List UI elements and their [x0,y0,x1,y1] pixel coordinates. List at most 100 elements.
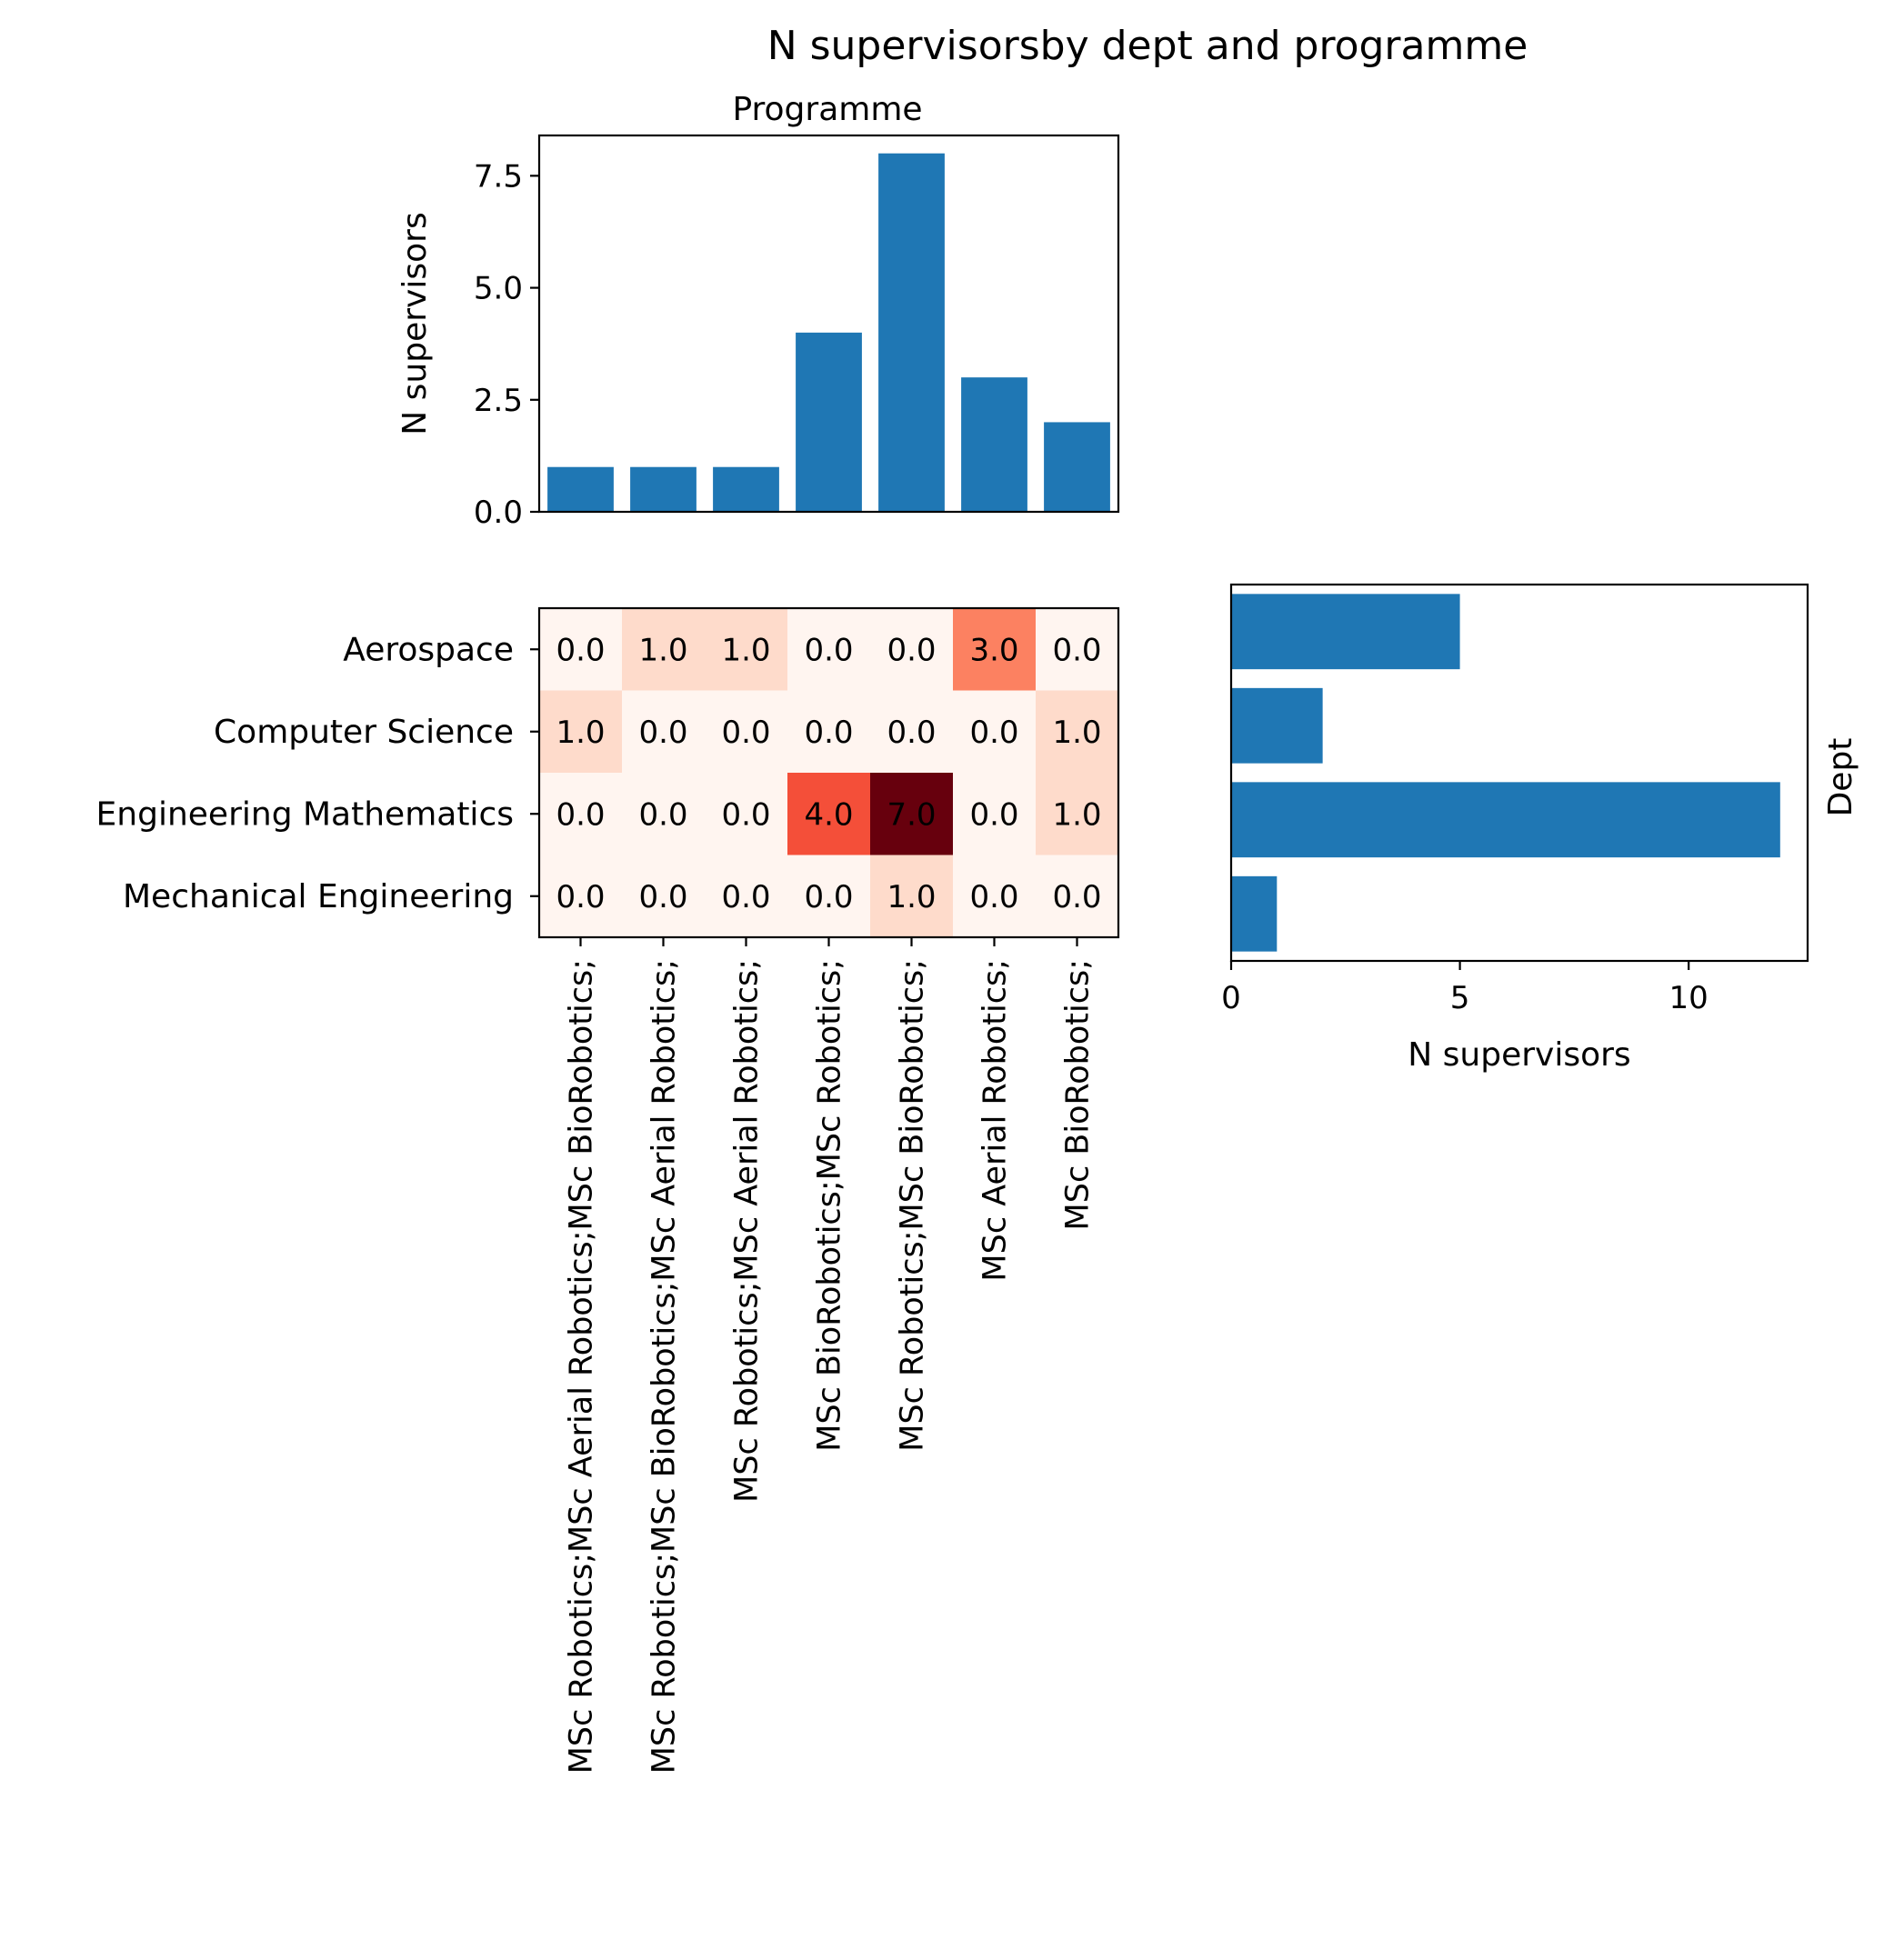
heatmap-cell [787,773,871,855]
heatmap-cell [705,855,788,938]
heatmap-cell [870,855,954,938]
heatmap-cell-label: 0.0 [556,796,605,833]
dept-row-label: Engineering Mathematics [96,795,514,833]
heatmap-cell-label: 4.0 [804,796,853,833]
heatmap-cell-label: 0.0 [969,879,1018,915]
programme-bars [547,153,1110,512]
heatmap-cell-label: 0.0 [1052,632,1101,668]
dept-bar [1231,875,1278,952]
programme-y-ticks: 0.0 2.5 5.0 7.5 [474,158,539,531]
dept-row-label: Computer Science [214,714,514,751]
heatmap-cell [1036,773,1119,855]
heatmap-cell-label: 0.0 [556,632,605,668]
dept-bars [1231,594,1780,952]
heatmap-cell-label: 0.0 [638,715,687,751]
heatmap-cell [953,608,1037,691]
programme-column-label: MSc Robotics;MSc BioRobotics;MSc Aerial … [646,959,683,1774]
dept-row-label: Mechanical Engineering [123,878,514,915]
y-tick-label: 7.5 [474,158,523,195]
heatmap-cell [539,855,623,938]
programme-bar [547,466,614,512]
heatmap-cell-label: 0.0 [721,879,770,915]
heatmap-cell-label: 1.0 [638,632,687,668]
programme-column-label: MSc Robotics;MSc BioRobotics; [895,959,931,1452]
heatmap-cell-label: 1.0 [721,632,770,668]
heatmap-cell [705,773,788,855]
heatmap-cell-label: 0.0 [887,715,936,751]
heatmap-cell-labels: 0.0 1.0 1.0 0.0 0.0 3.0 0.0 1.0 0.0 0.0 0.0 0.0 0.0 1… [556,632,1101,915]
dept-plot-frame [1229,583,1809,963]
programme-bar [961,377,1027,512]
heatmap-row-ticks: Aerospace Computer Science Engineering Mat… [96,631,539,915]
programme-column-label: MSc Robotics;MSc Aerial Robotics; [729,959,766,1503]
figure-title: N supervisorsby dept and programme [767,23,1528,69]
programme-bar [713,466,779,512]
heatmap-frame [537,606,1120,939]
programme-bar-chart: Programme 0.0 2.5 5.0 7.5 N supervisors [396,91,1120,531]
heatmap-cell-label: 1.0 [1052,715,1101,751]
x-tick-label: 10 [1669,980,1709,1016]
x-tick-label: 5 [1450,980,1470,1016]
heatmap-cell [705,690,788,774]
heatmap-cell [870,773,954,855]
programme-plot-frame [537,134,1120,514]
heatmap-cell-label: 3.0 [969,632,1018,668]
heatmap-cell [622,773,706,855]
dept-x-ticks: 0 5 10 [1221,961,1709,1016]
programme-bar [1044,422,1110,512]
heatmap-cell-label: 0.0 [887,632,936,668]
heatmap-cell [1036,855,1119,938]
heatmap-cell [787,608,871,691]
dept-bar [1231,782,1780,858]
x-tick-label: 0 [1221,980,1241,1016]
heatmap-cell-label: 7.0 [887,796,936,833]
heatmap-cell [953,690,1037,774]
heatmap-cell-label: 1.0 [1052,796,1101,833]
heatmap-cell-label: 1.0 [556,715,605,751]
heatmap-cell [953,773,1037,855]
heatmap-cell-label: 0.0 [804,632,853,668]
heatmap-cell [705,608,788,691]
heatmap-cell-label: 0.0 [638,796,687,833]
heatmap-cell [787,855,871,938]
dept-bar [1231,594,1460,670]
heatmap-cell [953,855,1037,938]
programme-bar [630,466,696,512]
heatmap-cell-label: 0.0 [804,879,853,915]
heatmap-cell-label: 1.0 [887,879,936,915]
dept-bar-chart: 0 5 10 N supervisors Dept [1221,583,1859,1074]
heatmap-cell-label: 0.0 [721,796,770,833]
dept-programme-heatmap: 0.0 1.0 1.0 0.0 0.0 3.0 0.0 1.0 0.0 0.0 0.0 0.0 0.0 1… [96,606,1120,1774]
heatmap-column-ticks: MSc Robotics;MSc Aerial Robotics; MSc Bio… [564,937,1097,1774]
programme-bar [878,153,945,512]
heatmap-cell-label: 0.0 [1052,879,1101,915]
heatmap-cell-label: 0.0 [804,715,853,751]
programme-column-label: MSc BioRobotics; [1060,959,1097,1230]
heatmap-cell [622,690,706,774]
heatmap-cell [1036,690,1119,774]
heatmap-cell [1036,608,1119,691]
heatmap-cell-label: 0.0 [556,879,605,915]
dept-x-axis-label: N supervisors [1408,1036,1630,1074]
heatmap-cell [539,608,623,691]
programme-column-label: MSc BioRobotics;MSc Robotics; [812,959,848,1452]
heatmap-cell-label: 0.0 [969,715,1018,751]
heatmap-cell [539,773,623,855]
y-tick-label: 2.5 [474,383,523,419]
heatmap-cell [622,855,706,938]
heatmap-cell [787,690,871,774]
programme-y-axis-label: N supervisors [396,212,434,435]
y-tick-label: 5.0 [474,271,523,307]
y-tick-label: 0.0 [474,495,523,531]
heatmap-cell-label: 0.0 [721,715,770,751]
heatmap-cell [539,690,623,774]
dept-bar [1231,687,1323,764]
heatmap-cells [539,608,1119,938]
heatmap-cell [870,608,954,691]
programme-column-label: MSc Robotics;MSc Aerial Robotics;MSc Bio… [564,959,600,1774]
heatmap-cell-label: 0.0 [638,879,687,915]
heatmap-cell [870,690,954,774]
programme-bar [796,332,862,512]
dept-row-label: Aerospace [343,631,514,668]
